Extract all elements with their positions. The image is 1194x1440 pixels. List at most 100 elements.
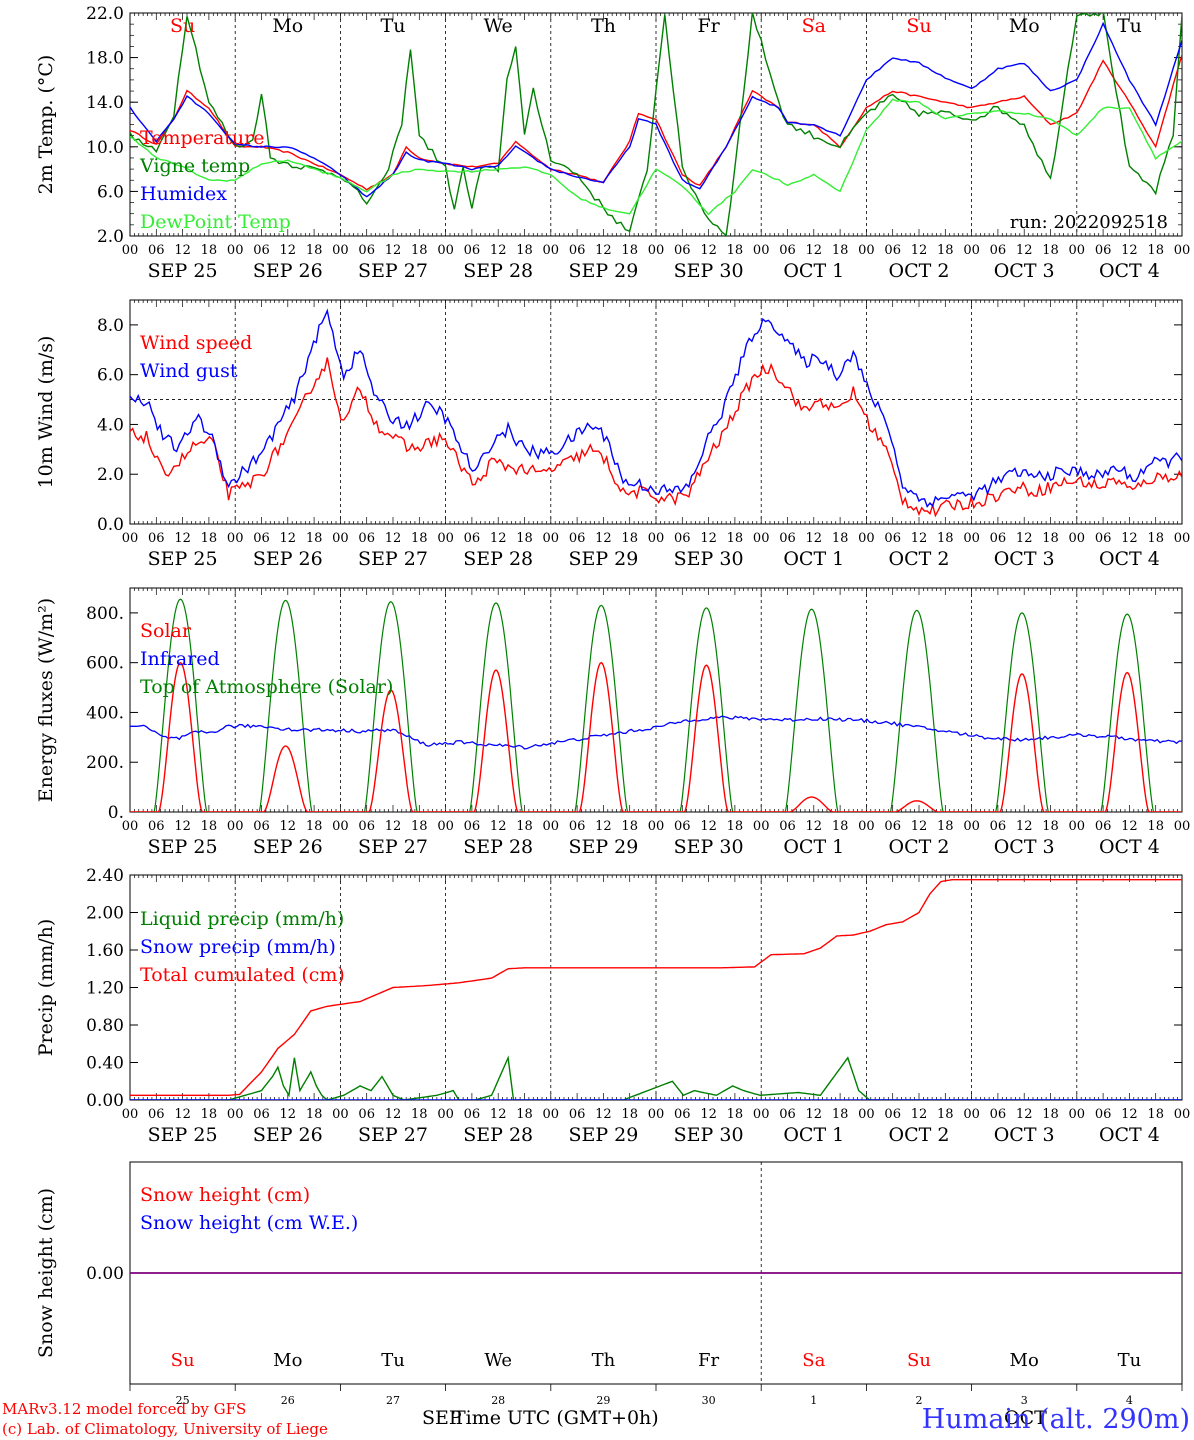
- hour-tick-label: 12: [490, 531, 507, 546]
- hour-tick-label: 06: [779, 819, 796, 834]
- y-tick-label: 6.0: [97, 182, 124, 202]
- date-label: SEP 28: [463, 548, 533, 570]
- date-label: SEP 29: [568, 548, 638, 570]
- date-label: SEP 27: [358, 548, 428, 570]
- hour-tick-label: 06: [253, 819, 270, 834]
- hour-tick-label: 06: [1095, 1107, 1112, 1122]
- series-line-temperature: [130, 53, 1182, 191]
- hour-tick-label: 06: [884, 243, 901, 258]
- hour-tick-label: 00: [963, 243, 980, 258]
- hour-tick-label: 18: [1147, 531, 1164, 546]
- y-tick-label: 22.0: [86, 4, 124, 24]
- hour-tick-label: 00: [753, 243, 770, 258]
- date-label: SEP 26: [253, 548, 323, 570]
- hour-tick-label: 06: [253, 243, 270, 258]
- hour-tick-label: 00: [227, 1107, 244, 1122]
- hour-tick-label: 06: [569, 1107, 586, 1122]
- hour-tick-label: 00: [543, 819, 560, 834]
- hour-tick-label: 06: [779, 243, 796, 258]
- hour-tick-label: 00: [543, 531, 560, 546]
- hour-tick-label: 18: [1042, 819, 1059, 834]
- hour-tick-label: 18: [306, 819, 323, 834]
- hour-tick-label: 18: [621, 243, 638, 258]
- hour-tick-label: 12: [280, 243, 297, 258]
- hour-tick-label: 12: [385, 819, 402, 834]
- date-label: SEP 28: [463, 836, 533, 858]
- plot-area: [130, 879, 1182, 1100]
- hour-tick-label: 00: [437, 243, 454, 258]
- hour-tick-label: 00: [332, 1107, 349, 1122]
- series-line-humidex: [130, 21, 1182, 198]
- hour-tick-label: 12: [911, 1107, 928, 1122]
- hour-tick-label: 12: [490, 1107, 507, 1122]
- date-label: OCT 4: [1099, 836, 1160, 858]
- hour-tick-label: 06: [1095, 531, 1112, 546]
- hour-tick-label: 06: [569, 243, 586, 258]
- y-tick-label: 400.: [86, 703, 124, 723]
- weekday-label: Fr: [697, 15, 720, 37]
- weekday-label: We: [484, 1350, 512, 1371]
- y-tick-label: 0.0: [97, 515, 124, 535]
- date-label: OCT 1: [783, 1124, 844, 1146]
- y-tick-label: 6.0: [97, 366, 124, 386]
- date-label: OCT 3: [994, 260, 1055, 282]
- y-tick-label: 0.: [108, 803, 124, 823]
- hour-tick-label: 18: [201, 531, 218, 546]
- hour-tick-label: 00: [753, 819, 770, 834]
- hour-tick-label: 00: [753, 531, 770, 546]
- hour-tick-label: 18: [306, 243, 323, 258]
- legend-entry: Snow height (cm W.E.): [140, 1212, 358, 1234]
- hour-tick-label: 12: [1121, 1107, 1138, 1122]
- y-tick-label: 0.00: [86, 1264, 124, 1284]
- date-label: SEP 30: [674, 1124, 744, 1146]
- hour-tick-label: 12: [1016, 819, 1033, 834]
- series-line-liquid-precip-mm-h: [130, 1055, 1182, 1100]
- hour-tick-label: 06: [358, 819, 375, 834]
- hour-tick-label: 12: [174, 531, 191, 546]
- y-tick-label: 0.40: [86, 1054, 124, 1074]
- day-number-label: 28: [491, 1394, 505, 1407]
- y-tick-label: 2.40: [86, 866, 124, 886]
- weekday-label: Su: [171, 1350, 195, 1371]
- hour-tick-label: 00: [858, 819, 875, 834]
- weekday-label: Tu: [1117, 15, 1142, 37]
- hour-tick-label: 12: [595, 1107, 612, 1122]
- hour-tick-label: 00: [648, 1107, 665, 1122]
- day-number-label: 27: [386, 1394, 400, 1407]
- hour-tick-label: 06: [358, 1107, 375, 1122]
- series-line-solar: [130, 661, 1182, 812]
- hour-tick-label: 00: [437, 819, 454, 834]
- date-label: SEP 29: [568, 836, 638, 858]
- y-tick-label: 10.0: [86, 138, 124, 158]
- hour-tick-label: 18: [1042, 243, 1059, 258]
- hour-tick-label: 00: [227, 531, 244, 546]
- hour-tick-label: 18: [937, 531, 954, 546]
- hour-tick-label: 06: [884, 1107, 901, 1122]
- hour-tick-label: 06: [253, 1107, 270, 1122]
- hour-tick-label: 06: [358, 243, 375, 258]
- hour-tick-label: 18: [516, 531, 533, 546]
- hour-tick-label: 18: [411, 819, 428, 834]
- day-number-label: 4: [1126, 1394, 1133, 1407]
- hour-tick-label: 12: [700, 243, 717, 258]
- weekday-label: Mo: [1009, 15, 1040, 37]
- hour-tick-label: 18: [1042, 1107, 1059, 1122]
- credit-line-2: (c) Lab. of Climatology, University of L…: [2, 1420, 328, 1438]
- hour-tick-label: 12: [280, 1107, 297, 1122]
- station-name: Humain (alt. 290m): [922, 1404, 1190, 1435]
- legend-entry: Snow precip (mm/h): [140, 936, 336, 958]
- hour-tick-label: 18: [516, 243, 533, 258]
- hour-tick-label: 06: [1095, 243, 1112, 258]
- hour-tick-label: 18: [201, 819, 218, 834]
- date-label: OCT 4: [1099, 260, 1160, 282]
- hour-tick-label: 18: [516, 1107, 533, 1122]
- weekday-label: Su: [906, 15, 931, 37]
- panels: 00 06 12 18 00 06 12 18 00 06 12 18 00 06 12 18 00 06 12 18…: [35, 4, 1190, 1407]
- y-tick-label: 2.00: [86, 904, 124, 924]
- date-label: SEP 26: [253, 1124, 323, 1146]
- panel-snow: Su Mo Tu We Th Fr Sa Su Mo Tu 25 26 27 28 29 30 1 2 3 4 0.00…: [35, 1161, 1183, 1407]
- hour-tick-label: 00: [332, 819, 349, 834]
- hour-tick-label: 00: [122, 819, 139, 834]
- hour-tick-label: 00: [437, 531, 454, 546]
